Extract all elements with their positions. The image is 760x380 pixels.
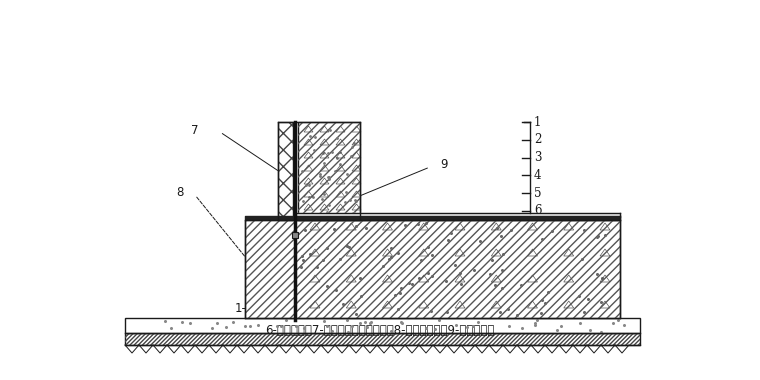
- Text: 6-素土夯实；7-挤塑聚苯乙烯泡沫板；8-砖砌模板墙；9-钢板止水带: 6-素土夯实；7-挤塑聚苯乙烯泡沫板；8-砖砌模板墙；9-钢板止水带: [265, 323, 495, 337]
- Text: 7: 7: [192, 124, 199, 136]
- Text: 5: 5: [534, 187, 541, 200]
- Text: 9: 9: [440, 157, 448, 171]
- Text: 图1  地下室聚氨酯涂膜防水构造: 图1 地下室聚氨酯涂膜防水构造: [313, 272, 447, 288]
- Bar: [125, 333, 640, 345]
- Text: 6: 6: [534, 204, 541, 217]
- Text: 4: 4: [534, 169, 541, 182]
- Bar: [125, 333, 640, 345]
- Bar: [298, 122, 360, 220]
- Bar: [278, 122, 293, 220]
- Bar: [245, 220, 295, 318]
- Bar: [292, 232, 298, 238]
- Bar: [245, 220, 295, 318]
- Bar: [125, 318, 640, 333]
- Text: 1: 1: [534, 116, 541, 128]
- Text: 8: 8: [176, 187, 184, 200]
- Text: 2: 2: [534, 133, 541, 146]
- Bar: [298, 122, 360, 220]
- Bar: [278, 122, 293, 220]
- Text: 3: 3: [534, 151, 541, 164]
- Text: 1-混凝土底板；2-细石混凝土保护层；3-涂膜防水层；4-砂浆找平层；5-混凝土垫层；: 1-混凝土底板；2-细石混凝土保护层；3-涂膜防水层；4-砂浆找平层；5-混凝土…: [235, 301, 525, 315]
- Bar: [295, 220, 620, 318]
- Bar: [295, 220, 620, 318]
